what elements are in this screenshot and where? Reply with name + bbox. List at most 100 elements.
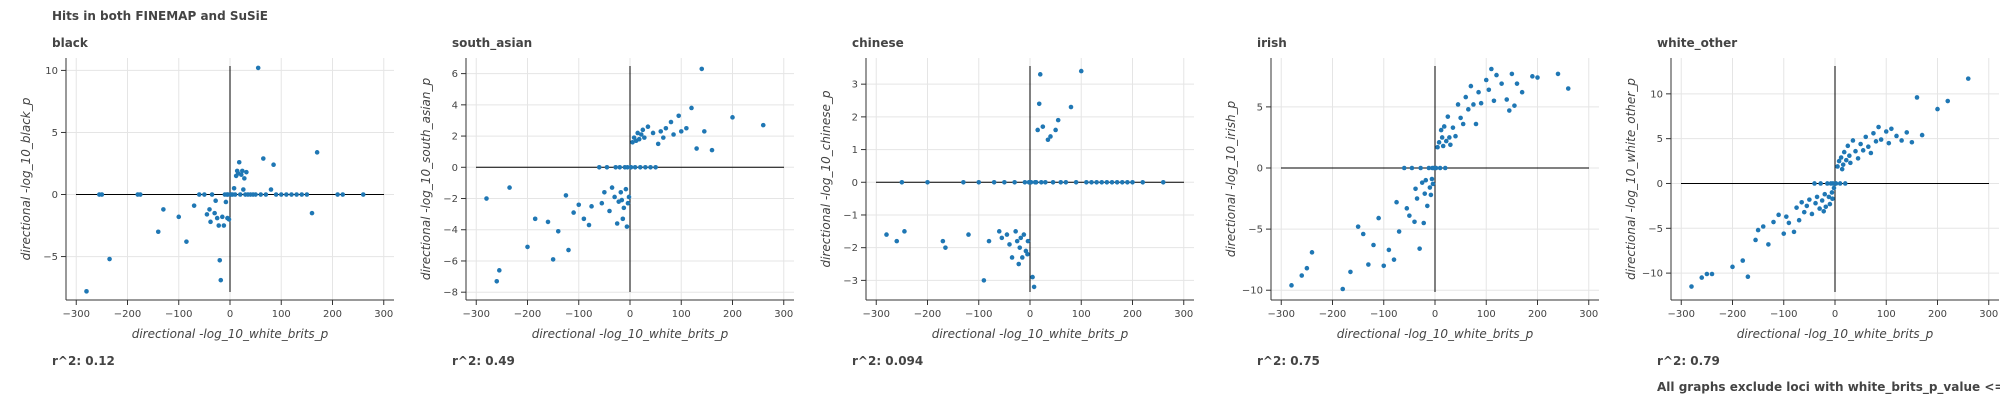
y-tick-label: −2 bbox=[443, 194, 458, 205]
y-tick-label: −4 bbox=[443, 225, 458, 236]
data-point bbox=[1094, 179, 1099, 185]
x-tick-label: −300 bbox=[1668, 309, 1695, 320]
data-point bbox=[1418, 165, 1423, 171]
data-point bbox=[217, 257, 223, 263]
data-point bbox=[650, 130, 656, 136]
data-point bbox=[1017, 245, 1023, 250]
data-point bbox=[1709, 271, 1715, 277]
data-point bbox=[1889, 126, 1894, 132]
data-point bbox=[1499, 81, 1504, 86]
data-point bbox=[576, 202, 582, 208]
data-point bbox=[1841, 149, 1847, 155]
data-point bbox=[1013, 229, 1018, 234]
data-point bbox=[1043, 179, 1048, 185]
r-squared-label: r^2: 0.094 bbox=[852, 354, 924, 368]
y-tick-label: 10 bbox=[45, 66, 58, 77]
data-point bbox=[340, 192, 346, 197]
data-point bbox=[204, 212, 210, 217]
data-point bbox=[1355, 224, 1361, 229]
data-point bbox=[236, 159, 242, 165]
data-point bbox=[1028, 179, 1034, 185]
data-point bbox=[628, 164, 634, 170]
data-point bbox=[1796, 217, 1802, 223]
data-point bbox=[1030, 274, 1035, 280]
data-point bbox=[213, 198, 218, 204]
data-point bbox=[1025, 238, 1031, 244]
x-tick-label: −300 bbox=[863, 309, 890, 320]
x-tick-label: 0 bbox=[227, 309, 233, 320]
x-tick-label: −100 bbox=[565, 309, 592, 320]
y-tick-label: −1 bbox=[843, 210, 858, 221]
r-squared-label: r^2: 0.12 bbox=[52, 354, 115, 368]
data-point bbox=[1453, 133, 1458, 139]
data-point bbox=[961, 179, 966, 185]
data-point bbox=[1489, 66, 1494, 72]
data-point bbox=[625, 164, 630, 170]
data-point bbox=[207, 207, 212, 212]
data-point bbox=[1839, 166, 1845, 172]
data-point bbox=[202, 192, 207, 197]
data-point bbox=[1433, 165, 1439, 171]
data-point bbox=[612, 194, 617, 200]
y-tick-label: 5 bbox=[1257, 102, 1263, 113]
data-point bbox=[607, 208, 612, 214]
data-point bbox=[1422, 191, 1428, 196]
data-point bbox=[630, 140, 635, 145]
data-point bbox=[1519, 89, 1525, 95]
data-point bbox=[642, 135, 647, 140]
data-point bbox=[1340, 286, 1346, 292]
data-point bbox=[555, 229, 561, 234]
data-point bbox=[1565, 86, 1571, 91]
data-point bbox=[1830, 196, 1835, 202]
data-point bbox=[1840, 162, 1846, 167]
x-axis-label: directional -log_10_white_brits_p bbox=[532, 327, 729, 341]
data-point bbox=[925, 179, 930, 185]
data-point bbox=[1776, 212, 1781, 218]
data-point bbox=[1825, 181, 1830, 186]
data-point bbox=[1766, 242, 1771, 247]
x-tick-label: 200 bbox=[323, 309, 342, 320]
data-point bbox=[1827, 201, 1833, 207]
data-point bbox=[1447, 135, 1452, 140]
data-point bbox=[1530, 74, 1535, 79]
panel-south-asian: south_asian −300 −200 −100 0 100 200 300 −8 −6 −4… bbox=[419, 0, 852, 400]
data-point bbox=[191, 203, 197, 208]
data-point bbox=[1429, 176, 1435, 182]
data-point bbox=[1053, 127, 1058, 133]
data-point bbox=[902, 229, 907, 234]
data-point bbox=[1119, 179, 1125, 185]
data-point bbox=[289, 192, 294, 197]
data-point bbox=[1419, 180, 1425, 185]
data-point bbox=[571, 210, 576, 215]
data-point bbox=[1909, 139, 1915, 145]
data-point bbox=[1037, 72, 1043, 77]
data-point bbox=[1289, 283, 1294, 288]
data-point bbox=[1428, 192, 1434, 198]
data-point bbox=[976, 179, 982, 185]
data-point bbox=[1078, 68, 1084, 74]
y-tick-label: 2 bbox=[452, 132, 458, 143]
data-point bbox=[1826, 194, 1832, 200]
data-point bbox=[294, 192, 299, 197]
x-tick-label: −100 bbox=[965, 309, 992, 320]
y-tick-label: 10 bbox=[1650, 89, 1663, 100]
data-point bbox=[1812, 181, 1817, 186]
data-point bbox=[1376, 215, 1381, 221]
data-point bbox=[1845, 143, 1851, 149]
data-point bbox=[1426, 165, 1432, 171]
data-point bbox=[1899, 138, 1904, 143]
data-point bbox=[684, 125, 689, 131]
data-point bbox=[1439, 135, 1445, 140]
data-point bbox=[1858, 141, 1863, 147]
data-point bbox=[1394, 199, 1399, 205]
data-point bbox=[676, 113, 681, 119]
x-tick-label: 100 bbox=[1477, 309, 1496, 320]
y-tick-label: 0 bbox=[452, 163, 458, 174]
y-tick-label: 5 bbox=[52, 128, 58, 139]
data-point bbox=[1504, 97, 1510, 102]
data-point bbox=[1843, 157, 1849, 163]
data-point bbox=[1860, 148, 1866, 153]
x-tick-label: 0 bbox=[1832, 309, 1838, 320]
y-tick-label: 5 bbox=[1657, 134, 1663, 145]
data-point bbox=[1020, 255, 1025, 260]
